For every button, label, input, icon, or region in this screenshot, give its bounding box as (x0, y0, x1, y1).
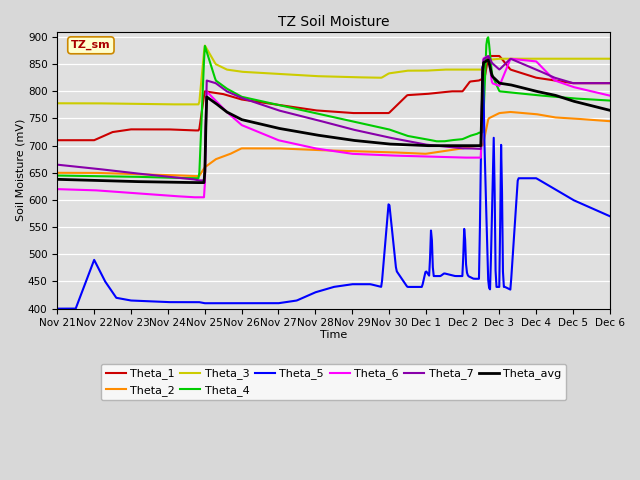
Title: TZ Soil Moisture: TZ Soil Moisture (278, 15, 389, 29)
Theta_4 (151, 174, 159, 180)
Theta_1 (195, 126, 203, 132)
Theta_4 (470, 132, 478, 137)
Theta_5 (422, 269, 430, 275)
Theta_4 (196, 147, 204, 153)
Theta_1 (606, 80, 614, 86)
Line: Theta_7: Theta_7 (57, 56, 610, 180)
Theta_4 (484, 35, 492, 40)
Theta_avg (196, 180, 204, 185)
Theta_2 (470, 144, 478, 149)
Line: Theta_4: Theta_4 (57, 37, 610, 178)
Theta_2 (190, 173, 198, 179)
Theta_6 (53, 186, 61, 192)
Theta_5 (151, 299, 159, 304)
Theta_3 (472, 67, 479, 72)
Text: TZ_sm: TZ_sm (71, 40, 111, 50)
Theta_2 (151, 172, 159, 178)
X-axis label: Time: Time (320, 330, 348, 340)
Theta_7 (380, 133, 388, 139)
Theta_2 (53, 170, 61, 176)
Theta_7 (151, 172, 159, 178)
Theta_1 (303, 106, 311, 112)
Theta_6 (424, 154, 431, 159)
Theta_2 (506, 109, 514, 115)
Line: Theta_5: Theta_5 (57, 67, 610, 309)
Theta_avg (305, 131, 312, 136)
Theta_7 (53, 162, 61, 168)
Theta_7 (606, 80, 614, 86)
Theta_5 (606, 214, 614, 219)
Theta_3 (53, 100, 61, 106)
Theta_7 (196, 178, 204, 183)
Y-axis label: Soil Moisture (mV): Soil Moisture (mV) (15, 119, 25, 221)
Line: Theta_avg: Theta_avg (57, 60, 610, 182)
Theta_4 (305, 108, 312, 114)
Theta_3 (305, 73, 313, 79)
Theta_5 (479, 64, 486, 70)
Theta_6 (606, 93, 614, 98)
Theta_4 (190, 175, 198, 181)
Line: Theta_2: Theta_2 (57, 112, 610, 176)
Line: Theta_1: Theta_1 (57, 56, 610, 140)
Theta_4 (53, 173, 61, 179)
Theta_5 (53, 306, 61, 312)
Line: Theta_6: Theta_6 (57, 56, 610, 197)
Theta_4 (606, 97, 614, 103)
Theta_2 (196, 171, 204, 177)
Theta_3 (424, 68, 432, 73)
Theta_2 (380, 149, 388, 155)
Theta_1 (379, 110, 387, 116)
Theta_2 (424, 151, 431, 156)
Theta_4 (380, 125, 388, 131)
Theta_3 (381, 73, 388, 79)
Theta_6 (305, 144, 312, 150)
Theta_6 (190, 194, 198, 200)
Theta_5 (303, 293, 311, 299)
Theta_avg (606, 108, 614, 113)
Legend: Theta_1, Theta_2, Theta_3, Theta_4, Theta_5, Theta_6, Theta_7, Theta_avg: Theta_1, Theta_2, Theta_3, Theta_4, Thet… (101, 364, 566, 400)
Theta_2 (305, 147, 312, 153)
Theta_3 (196, 89, 204, 95)
Theta_2 (606, 119, 614, 124)
Theta_1 (470, 78, 477, 84)
Theta_avg (380, 141, 388, 146)
Theta_avg (190, 180, 198, 185)
Theta_avg (53, 177, 61, 182)
Theta_7 (305, 115, 312, 120)
Theta_6 (484, 53, 492, 59)
Theta_7 (195, 178, 203, 183)
Theta_5 (195, 300, 203, 305)
Theta_6 (380, 152, 388, 158)
Theta_7 (424, 142, 431, 148)
Theta_4 (424, 136, 431, 142)
Theta_7 (484, 53, 492, 59)
Line: Theta_3: Theta_3 (57, 46, 610, 104)
Theta_1 (151, 126, 159, 132)
Theta_3 (164, 101, 172, 107)
Theta_avg (484, 57, 492, 63)
Theta_6 (151, 192, 159, 198)
Theta_3 (151, 101, 159, 107)
Theta_1 (485, 53, 493, 59)
Theta_avg (424, 143, 431, 148)
Theta_1 (53, 137, 61, 143)
Theta_avg (151, 179, 159, 185)
Theta_3 (201, 43, 209, 48)
Theta_1 (422, 91, 430, 97)
Theta_6 (196, 194, 204, 200)
Theta_avg (470, 143, 478, 148)
Theta_5 (379, 267, 387, 273)
Theta_6 (470, 155, 478, 160)
Theta_7 (470, 146, 478, 152)
Theta_3 (606, 56, 614, 61)
Theta_5 (470, 276, 477, 282)
